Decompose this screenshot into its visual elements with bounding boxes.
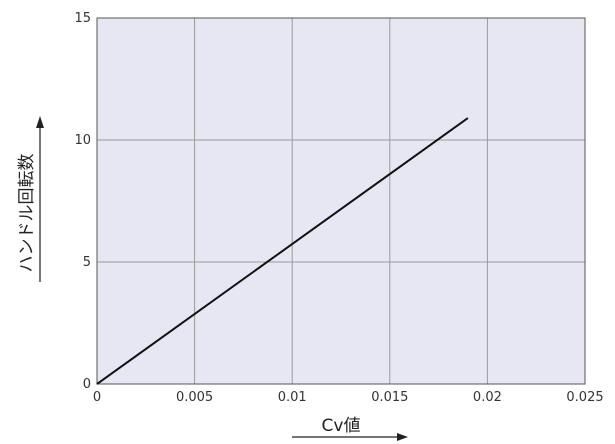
y-tick-label: 10 bbox=[74, 133, 91, 148]
tick-labels: 0 0.005 0.01 0.015 0.02 0.025 0 5 10 15 bbox=[74, 11, 603, 405]
series-layer bbox=[96, 117, 469, 385]
series-line bbox=[96, 117, 469, 385]
y-tick-label: 15 bbox=[74, 11, 91, 26]
x-axis-label: Cv値 bbox=[322, 416, 361, 436]
y-tick-label: 5 bbox=[83, 255, 91, 270]
x-tick-label: 0.01 bbox=[278, 390, 307, 405]
y-tick-label: 0 bbox=[83, 377, 91, 392]
x-tick-label: 0.025 bbox=[566, 390, 603, 405]
plot-area bbox=[97, 18, 585, 384]
plot-frame bbox=[96, 17, 586, 385]
x-axis-arrowhead bbox=[397, 433, 408, 441]
y-axis-arrowhead bbox=[36, 116, 44, 128]
y-axis-label: ハンドル回転数 bbox=[17, 154, 37, 273]
x-tick-label: 0.02 bbox=[473, 390, 502, 405]
x-tick-label: 0 bbox=[93, 390, 101, 405]
x-tick-label: 0.015 bbox=[371, 390, 408, 405]
x-tick-label: 0.005 bbox=[176, 390, 213, 405]
